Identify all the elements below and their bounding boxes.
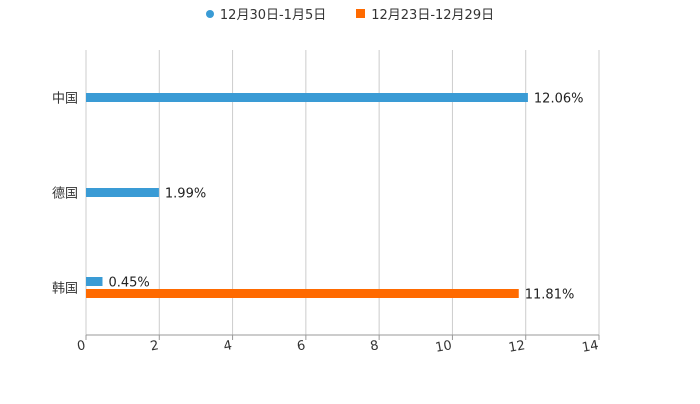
y-category-label-0: 中国 <box>52 92 78 107</box>
legend: 12月30日-1月5日 12月23日-12月29日 <box>0 4 700 23</box>
legend-item-series-2[interactable]: 12月23日-12月29日 <box>356 4 494 23</box>
x-tick-label-2: 4 <box>223 338 234 354</box>
x-tick-label-4: 8 <box>369 338 380 354</box>
data-label-series-1-0: 12.06% <box>534 92 584 107</box>
y-category-label-2: 韩国 <box>52 282 78 297</box>
x-tick-label-0: 0 <box>76 338 87 354</box>
bar-series-1-1 <box>86 188 159 197</box>
x-tick-label-3: 6 <box>296 338 307 354</box>
data-label-series-1-2: 0.45% <box>108 276 149 291</box>
legend-marker-series-2 <box>356 9 366 18</box>
y-category-label-1: 德国 <box>52 187 78 202</box>
legend-label-series-2: 12月23日-12月29日 <box>371 8 495 23</box>
x-tick-label-5: 10 <box>434 338 453 356</box>
x-tick-label-6: 12 <box>508 338 527 356</box>
data-label-series-2-2: 11.81% <box>525 288 575 303</box>
data-label-series-1-1: 1.99% <box>165 187 206 202</box>
bar-series-1-0 <box>86 93 528 102</box>
bar-series-1-2 <box>86 277 103 286</box>
legend-item-series-1[interactable]: 12月30日-1月5日 <box>205 4 327 23</box>
legend-label-series-1: 12月30日-1月5日 <box>219 8 327 23</box>
legend-marker-series-1 <box>205 9 214 18</box>
x-tick-label-1: 2 <box>149 338 160 354</box>
x-tick-label-7: 14 <box>581 338 600 356</box>
bar-series-2-2 <box>86 289 519 298</box>
